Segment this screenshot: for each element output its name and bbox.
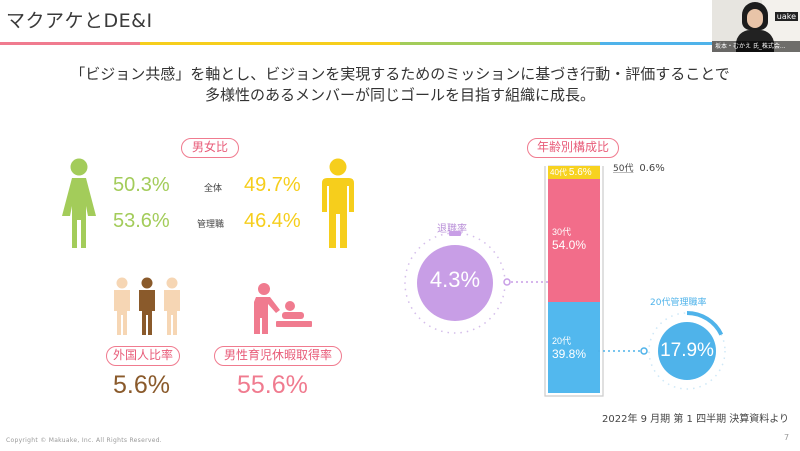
female-ratio-managers: 53.6% (113, 210, 170, 232)
female-ratio-overall: 50.3% (113, 174, 170, 196)
paternity-leave-value: 55.6% (237, 371, 308, 399)
row-label-managers: 管理職 (197, 220, 225, 230)
webcam-brand-text: uake (774, 12, 798, 21)
age-50s-label: 50代 0.6% (613, 161, 665, 174)
presenter-face (747, 9, 763, 28)
age-segment-value: 54.0% (552, 237, 587, 252)
age-segment: 40代 5.6% (548, 166, 600, 180)
age-stacked-bar: 40代 5.6% 30代 54.0% 20代 39.8% (548, 165, 600, 393)
turnover-connector (503, 278, 548, 286)
foreign-ratio-pill: 外国人比率 (106, 346, 180, 366)
baby-care-icon (254, 283, 312, 334)
age-bracket (544, 166, 604, 397)
age-segment-value: 5.6% (568, 167, 592, 179)
webcam-overlay: uake 坂本・むかえ 氏_株式会... (712, 0, 800, 52)
age-segment: 20代 39.8% (548, 302, 600, 393)
turnover-label: 退職率 (437, 224, 467, 235)
manager-20s-dial (648, 311, 726, 390)
headline-line-2: 多様性のあるメンバーが同じゴールを目指す組織に成長。 (204, 86, 595, 104)
age-segment (548, 165, 600, 167)
people-group-icon (114, 277, 180, 335)
male-ratio-overall: 49.7% (244, 174, 301, 196)
age-segment-value: 39.8% (552, 347, 587, 362)
age-segment-text: 40代 5.6% (550, 167, 592, 178)
copyright: Copyright © Makuake, Inc. All Rights Res… (6, 437, 163, 444)
age-50s-name: 50代 (613, 164, 634, 174)
page-number: 7 (784, 433, 790, 442)
manager-20s-label: 20代管理職率 (650, 298, 707, 308)
male-figure-icon (322, 158, 354, 248)
row-label-overall: 全体 (204, 184, 223, 194)
manager-20s-value: 17.9% (660, 340, 714, 361)
headline-line-1: 「ビジョン共感」を軸とし、ビジョンを実現するためのミッションに基づき行動・評価す… (70, 65, 730, 83)
foreign-ratio-value: 5.6% (113, 371, 170, 399)
turnover-value: 4.3% (429, 267, 481, 292)
gender-ratio-pill: 男女比 (181, 138, 239, 158)
age-50s-value: 0.6% (639, 163, 665, 174)
age-segment: 30代 54.0% (548, 179, 600, 303)
source-note: 2022年 9 月期 第 1 四半期 決算資料より (602, 414, 790, 425)
male-ratio-managers: 46.4% (244, 210, 301, 232)
age-composition-pill: 年齢別構成比 (527, 138, 619, 158)
manager-20s-connector (598, 347, 648, 355)
paternity-leave-pill: 男性育児休暇取得率 (214, 346, 342, 366)
age-segment-label: 20代 (552, 336, 572, 347)
title-underline (0, 42, 800, 45)
age-segment-label: 30代 (552, 226, 572, 237)
female-figure-icon (62, 158, 96, 248)
age-segment-label: 40代 (550, 168, 567, 178)
slide-title: マクアケとDE&I (6, 10, 153, 32)
webcam-caption: 坂本・むかえ 氏_株式会... (712, 41, 800, 52)
